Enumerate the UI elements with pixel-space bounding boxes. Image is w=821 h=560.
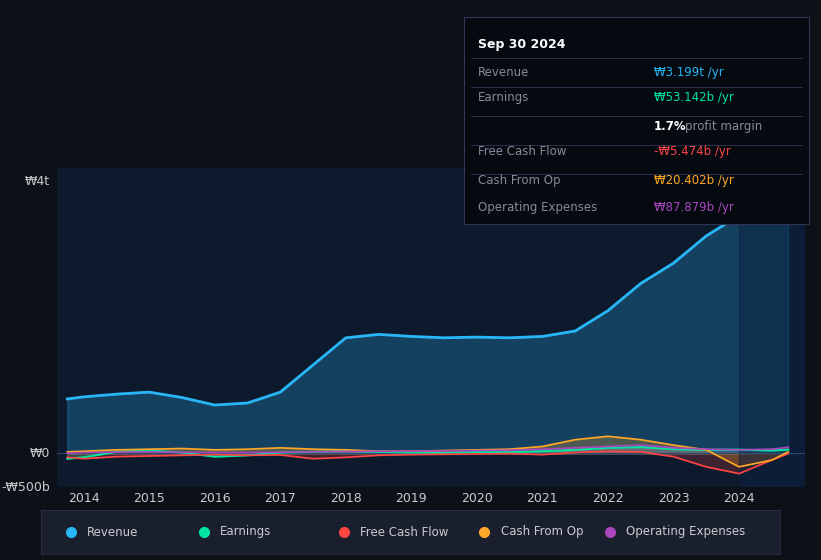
Text: Cash From Op: Cash From Op xyxy=(478,174,560,187)
Text: ₩53.142b /yr: ₩53.142b /yr xyxy=(654,91,733,104)
Text: Cash From Op: Cash From Op xyxy=(501,525,583,539)
Text: ₩0: ₩0 xyxy=(30,447,50,460)
Text: Free Cash Flow: Free Cash Flow xyxy=(478,145,566,158)
Text: Revenue: Revenue xyxy=(87,525,138,539)
Text: -₩5.474b /yr: -₩5.474b /yr xyxy=(654,145,731,158)
Text: ₩20.402b /yr: ₩20.402b /yr xyxy=(654,174,733,187)
Text: Earnings: Earnings xyxy=(478,91,529,104)
Text: ₩87.879b /yr: ₩87.879b /yr xyxy=(654,201,733,214)
Text: Earnings: Earnings xyxy=(220,525,271,539)
Bar xyxy=(739,168,805,487)
Text: Operating Expenses: Operating Expenses xyxy=(626,525,745,539)
Text: Operating Expenses: Operating Expenses xyxy=(478,201,597,214)
Text: -₩500b: -₩500b xyxy=(2,480,50,494)
Text: Free Cash Flow: Free Cash Flow xyxy=(360,525,448,539)
Text: ₩3.199t /yr: ₩3.199t /yr xyxy=(654,66,723,80)
Text: 1.7%: 1.7% xyxy=(654,120,686,133)
Text: Revenue: Revenue xyxy=(478,66,529,80)
Text: profit margin: profit margin xyxy=(685,120,762,133)
Text: Sep 30 2024: Sep 30 2024 xyxy=(478,38,565,50)
Text: ₩4t: ₩4t xyxy=(25,175,50,188)
